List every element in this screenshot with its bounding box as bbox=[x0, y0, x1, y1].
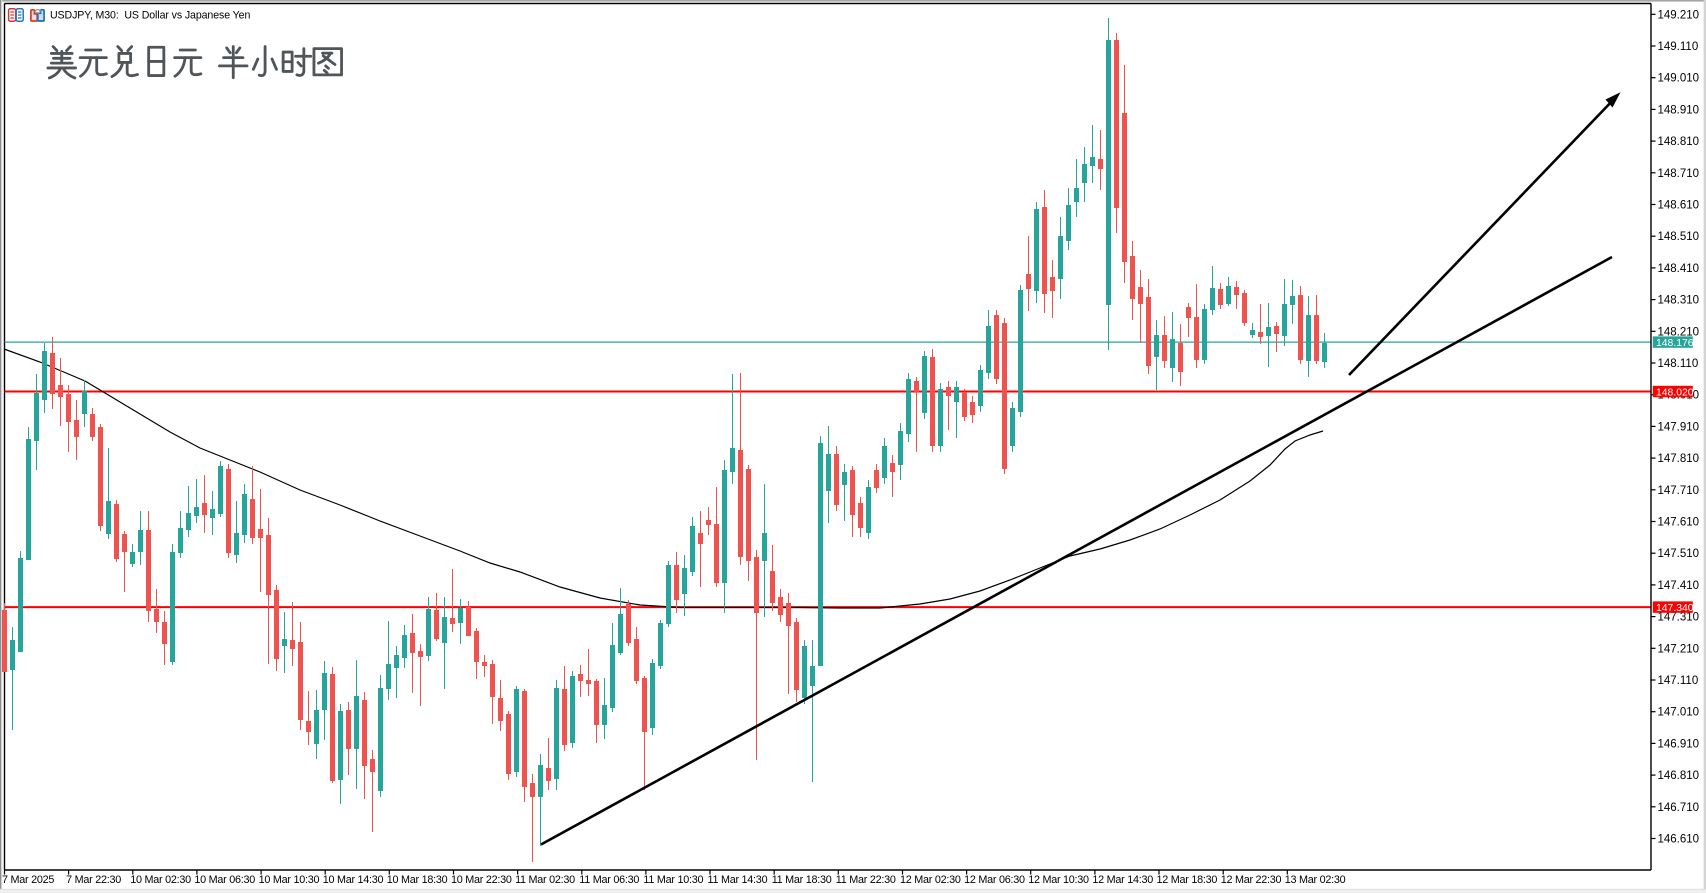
svg-text:148.510: 148.510 bbox=[1658, 231, 1700, 243]
svg-text:147.610: 147.610 bbox=[1658, 517, 1700, 529]
svg-text:148.210: 148.210 bbox=[1658, 326, 1700, 338]
svg-text:147.410: 147.410 bbox=[1658, 580, 1700, 592]
svg-text:148.810: 148.810 bbox=[1658, 136, 1700, 148]
svg-text:10 Mar 22:30: 10 Mar 22:30 bbox=[451, 874, 512, 886]
svg-text:148.176: 148.176 bbox=[1656, 338, 1694, 349]
svg-text:147.510: 147.510 bbox=[1658, 548, 1700, 560]
svg-text:149.110: 149.110 bbox=[1658, 41, 1699, 53]
svg-text:11 Mar 18:30: 11 Mar 18:30 bbox=[772, 874, 832, 886]
svg-text:10 Mar 18:30: 10 Mar 18:30 bbox=[387, 874, 448, 886]
svg-text:147.910: 147.910 bbox=[1658, 421, 1700, 433]
svg-text:149.210: 149.210 bbox=[1658, 9, 1700, 21]
svg-text:147.310: 147.310 bbox=[1658, 612, 1700, 624]
svg-text:148.020: 148.020 bbox=[1656, 387, 1694, 398]
svg-text:12 Mar 22:30: 12 Mar 22:30 bbox=[1221, 874, 1282, 886]
svg-text:7 Mar 22:30: 7 Mar 22:30 bbox=[66, 874, 121, 886]
svg-text:11 Mar 06:30: 11 Mar 06:30 bbox=[579, 874, 639, 886]
svg-text:10 Mar 06:30: 10 Mar 06:30 bbox=[194, 874, 255, 886]
svg-text:12 Mar 14:30: 12 Mar 14:30 bbox=[1092, 874, 1153, 886]
svg-text:11 Mar 14:30: 11 Mar 14:30 bbox=[708, 874, 768, 886]
svg-text:147.340: 147.340 bbox=[1656, 603, 1694, 614]
svg-text:10 Mar 02:30: 10 Mar 02:30 bbox=[130, 874, 191, 886]
svg-text:12 Mar 02:30: 12 Mar 02:30 bbox=[900, 874, 961, 886]
svg-text:146.610: 146.610 bbox=[1658, 834, 1700, 846]
svg-text:148.310: 148.310 bbox=[1658, 295, 1700, 307]
svg-text:10 Mar 10:30: 10 Mar 10:30 bbox=[259, 874, 320, 886]
svg-text:148.110: 148.110 bbox=[1658, 358, 1699, 370]
svg-text:147.210: 147.210 bbox=[1658, 643, 1700, 655]
svg-text:148.710: 148.710 bbox=[1658, 168, 1700, 180]
svg-text:146.810: 146.810 bbox=[1658, 770, 1700, 782]
svg-text:148.610: 148.610 bbox=[1658, 200, 1700, 212]
svg-text:11 Mar 10:30: 11 Mar 10:30 bbox=[643, 874, 703, 886]
svg-text:10 Mar 14:30: 10 Mar 14:30 bbox=[323, 874, 384, 886]
svg-text:12 Mar 06:30: 12 Mar 06:30 bbox=[964, 874, 1025, 886]
svg-text:11 Mar 02:30: 11 Mar 02:30 bbox=[515, 874, 575, 886]
svg-text:11 Mar 22:30: 11 Mar 22:30 bbox=[836, 874, 896, 886]
svg-text:12 Mar 10:30: 12 Mar 10:30 bbox=[1028, 874, 1089, 886]
svg-text:148.910: 148.910 bbox=[1658, 104, 1700, 116]
svg-text:USDJPY, M30: US Dollar vs Jap: USDJPY, M30: US Dollar vs Japanese Yen bbox=[50, 10, 250, 22]
svg-text:146.910: 146.910 bbox=[1658, 738, 1700, 750]
svg-text:13 Mar 02:30: 13 Mar 02:30 bbox=[1285, 874, 1346, 886]
svg-text:146.710: 146.710 bbox=[1658, 802, 1700, 814]
svg-text:7 Mar 2025: 7 Mar 2025 bbox=[2, 874, 54, 886]
svg-text:148.410: 148.410 bbox=[1658, 263, 1700, 275]
svg-text:147.110: 147.110 bbox=[1658, 675, 1699, 687]
svg-text:12 Mar 18:30: 12 Mar 18:30 bbox=[1157, 874, 1218, 886]
svg-text:149.010: 149.010 bbox=[1658, 73, 1700, 85]
svg-text:147.710: 147.710 bbox=[1658, 485, 1700, 497]
svg-text:147.810: 147.810 bbox=[1658, 453, 1700, 465]
svg-text:147.010: 147.010 bbox=[1658, 707, 1700, 719]
